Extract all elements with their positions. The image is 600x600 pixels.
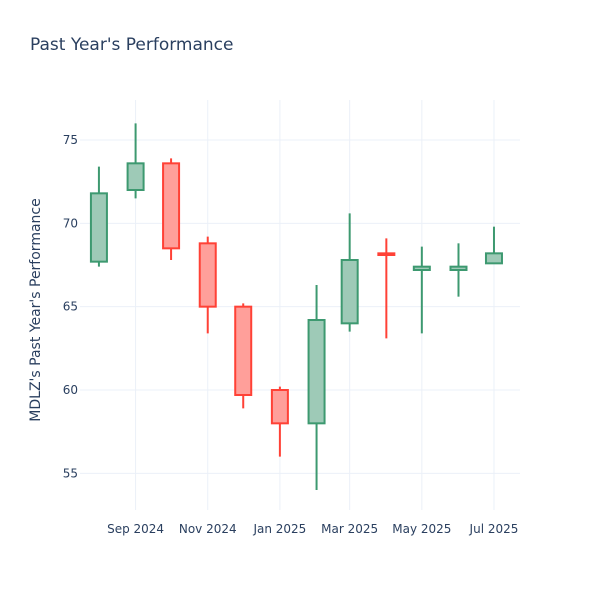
candle-body: [449, 265, 468, 271]
candle-body: [270, 389, 289, 425]
y-tick-label: 60: [63, 383, 78, 397]
candle-body: [198, 242, 217, 308]
candle-increasing: [340, 213, 359, 332]
chart-title: Past Year's Performance: [30, 35, 234, 55]
candle-body: [377, 252, 396, 256]
candle-body: [484, 252, 503, 265]
candle-decreasing: [162, 158, 181, 260]
candle-increasing: [307, 285, 326, 490]
candle-increasing: [89, 166, 108, 267]
y-tick-label: 75: [63, 133, 78, 147]
candles: [89, 123, 503, 490]
candle-increasing: [484, 226, 503, 265]
y-axis-ticks: 55 60 65 70 75: [63, 133, 78, 480]
x-tick-label: Jan 2025: [252, 522, 306, 536]
x-axis-ticks: Sep 2024 Nov 2024 Jan 2025 Mar 2025 May 2025…: [107, 522, 518, 536]
x-tick-label: Sep 2024: [107, 522, 164, 536]
candle-decreasing: [377, 238, 396, 339]
candle-increasing: [449, 243, 468, 297]
candle-increasing: [126, 123, 145, 199]
candle-decreasing: [270, 386, 289, 457]
y-tick-label: 70: [63, 216, 78, 230]
candle-decreasing: [234, 303, 253, 409]
x-tick-label: Nov 2024: [179, 522, 237, 536]
candle-decreasing: [198, 236, 217, 334]
y-tick-label: 65: [63, 300, 78, 314]
x-tick-label: Mar 2025: [321, 522, 378, 536]
candle-increasing: [412, 246, 431, 334]
x-tick-label: Jul 2025: [469, 522, 519, 536]
candle-body: [162, 162, 181, 250]
y-axis-label: MDLZ's Past Year's Performance: [28, 198, 44, 421]
grid: [80, 100, 520, 510]
candle-body: [340, 259, 359, 325]
x-tick-label: May 2025: [392, 522, 451, 536]
candle-body: [89, 192, 108, 263]
candle-body: [126, 162, 145, 191]
candle-body: [234, 305, 253, 396]
candle-body: [307, 319, 326, 425]
candle-body: [412, 265, 431, 271]
y-tick-label: 55: [63, 466, 78, 480]
